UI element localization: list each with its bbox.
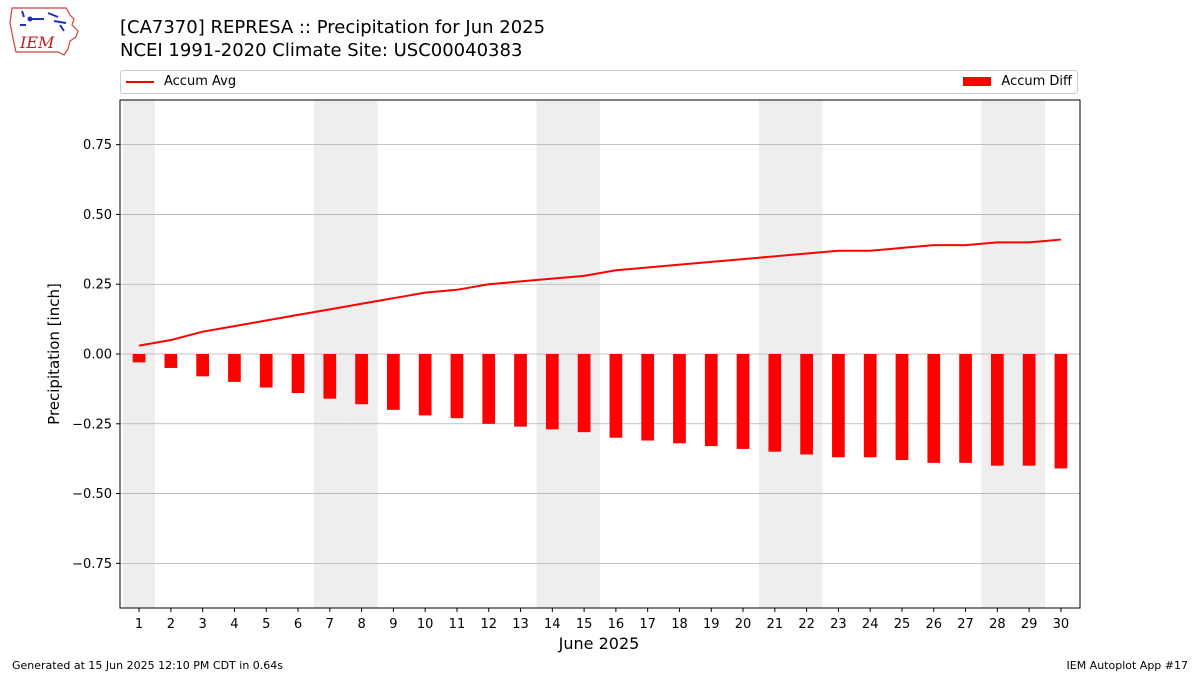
legend-item-accum-diff: Accum Diff xyxy=(963,74,1072,90)
accum-diff-bar xyxy=(450,354,464,419)
accum-avg-line xyxy=(138,238,1062,347)
x-tick-label: 7 xyxy=(326,617,334,632)
axes: −0.75−0.50−0.250.000.250.500.751 2 3 4 5 6 7 8 9… xyxy=(72,99,1081,632)
accum-diff-bar xyxy=(1022,354,1036,466)
weather-symbols-icon xyxy=(20,10,67,32)
x-tick-label: 6 xyxy=(294,617,302,632)
gridlines xyxy=(120,144,1080,564)
x-tick-label: 13 xyxy=(512,617,529,632)
legend: Accum Avg Accum Diff xyxy=(120,70,1078,94)
accum-diff-bar xyxy=(323,354,337,399)
precipitation-chart: −0.75−0.50−0.250.000.250.500.751 2 3 4 5 6 7 8 9… xyxy=(45,99,1081,653)
x-tick-label: 17 xyxy=(639,617,656,632)
x-tick-label: 8 xyxy=(357,617,365,632)
x-tick-label: 27 xyxy=(957,617,974,632)
accum-diff-bar xyxy=(704,354,718,447)
accum-diff-bar xyxy=(895,354,909,461)
legend-label-accum-avg: Accum Avg xyxy=(164,74,237,89)
x-tick-label: 21 xyxy=(767,617,784,632)
accum-diff-bar xyxy=(196,354,210,377)
accum-diff-bar xyxy=(609,354,623,438)
logo-text: IEM xyxy=(19,33,55,52)
x-tick-label: 28 xyxy=(989,617,1006,632)
x-tick-label: 26 xyxy=(926,617,943,632)
x-tick-label: 22 xyxy=(798,617,815,632)
accum-diff-bar xyxy=(959,354,972,463)
x-tick-label: 16 xyxy=(608,617,625,632)
accum-diff-bar xyxy=(768,354,782,452)
x-tick-label: 3 xyxy=(199,617,207,632)
accum-avg-line-group xyxy=(138,238,1062,347)
y-axis-label: Precipitation [inch] xyxy=(45,283,63,425)
legend-bar-swatch xyxy=(963,77,992,86)
accum-diff-bar xyxy=(577,354,591,433)
y-tick-label: −0.25 xyxy=(72,417,112,432)
accum-diff-bars xyxy=(132,354,1068,469)
accum-diff-bar xyxy=(259,354,273,388)
x-tick-label: 24 xyxy=(862,617,879,632)
y-tick-label: 0.00 xyxy=(83,348,112,363)
y-tick-label: 0.25 xyxy=(83,278,112,293)
chart-subtitle: NCEI 1991-2020 Climate Site: USC00040383 xyxy=(120,40,523,61)
y-tick-label: −0.50 xyxy=(72,487,112,502)
accum-diff-bar xyxy=(132,354,146,363)
footer-app-text: IEM Autoplot App #17 xyxy=(1066,659,1189,672)
x-tick-label: 29 xyxy=(1021,617,1038,632)
x-tick-label: 4 xyxy=(230,617,238,632)
x-tick-label: 2 xyxy=(167,617,175,632)
x-axis-label: June 2025 xyxy=(558,634,640,653)
x-tick-label: 19 xyxy=(703,617,720,632)
legend-label-accum-diff: Accum Diff xyxy=(1001,74,1072,89)
accum-diff-bar xyxy=(228,354,241,382)
x-tick-label: 11 xyxy=(449,617,466,632)
accum-diff-bar xyxy=(545,354,559,430)
accum-diff-bar xyxy=(514,354,527,427)
x-tick-label: 14 xyxy=(544,617,561,632)
accum-diff-bar xyxy=(291,354,305,394)
iem-logo: IEM xyxy=(9,7,79,56)
accum-diff-bar xyxy=(482,354,496,424)
accum-diff-bar xyxy=(418,354,432,416)
legend-item-accum-avg: Accum Avg xyxy=(126,74,236,90)
accum-diff-bar xyxy=(1054,354,1068,469)
x-tick-label: 30 xyxy=(1053,617,1070,632)
accum-diff-bar xyxy=(641,354,655,441)
x-tick-label: 20 xyxy=(735,617,752,632)
footer-generated-text: Generated at 15 Jun 2025 12:10 PM CDT in… xyxy=(12,659,284,672)
accum-diff-bar xyxy=(990,354,1004,466)
x-tick-label: 25 xyxy=(894,617,911,632)
accum-diff-bar xyxy=(863,354,877,458)
x-tick-label: 15 xyxy=(576,617,593,632)
accum-diff-bar xyxy=(355,354,368,405)
accum-diff-bar xyxy=(927,354,941,463)
accum-diff-bar xyxy=(800,354,813,455)
accum-diff-bar xyxy=(387,354,400,410)
legend-line-swatch xyxy=(126,80,154,83)
x-tick-label: 1 xyxy=(135,617,143,632)
x-tick-label: 10 xyxy=(417,617,434,632)
y-tick-label: 0.75 xyxy=(83,138,112,153)
x-tick-label: 5 xyxy=(262,617,270,632)
y-tick-label: 0.50 xyxy=(83,208,112,223)
accum-diff-bar xyxy=(832,354,845,458)
iowa-outline-icon xyxy=(9,7,79,56)
accum-diff-bar xyxy=(736,354,750,449)
x-tick-label: 18 xyxy=(671,617,688,632)
accum-diff-bar xyxy=(673,354,686,444)
x-tick-label: 9 xyxy=(389,617,397,632)
plot-frame xyxy=(119,99,1081,609)
chart-title: [CA7370] REPRESA :: Precipitation for Ju… xyxy=(120,17,546,38)
y-tick-label: −0.75 xyxy=(72,557,112,572)
x-tick-label: 23 xyxy=(830,617,847,632)
x-tick-label: 12 xyxy=(480,617,497,632)
accum-diff-bar xyxy=(164,354,178,368)
